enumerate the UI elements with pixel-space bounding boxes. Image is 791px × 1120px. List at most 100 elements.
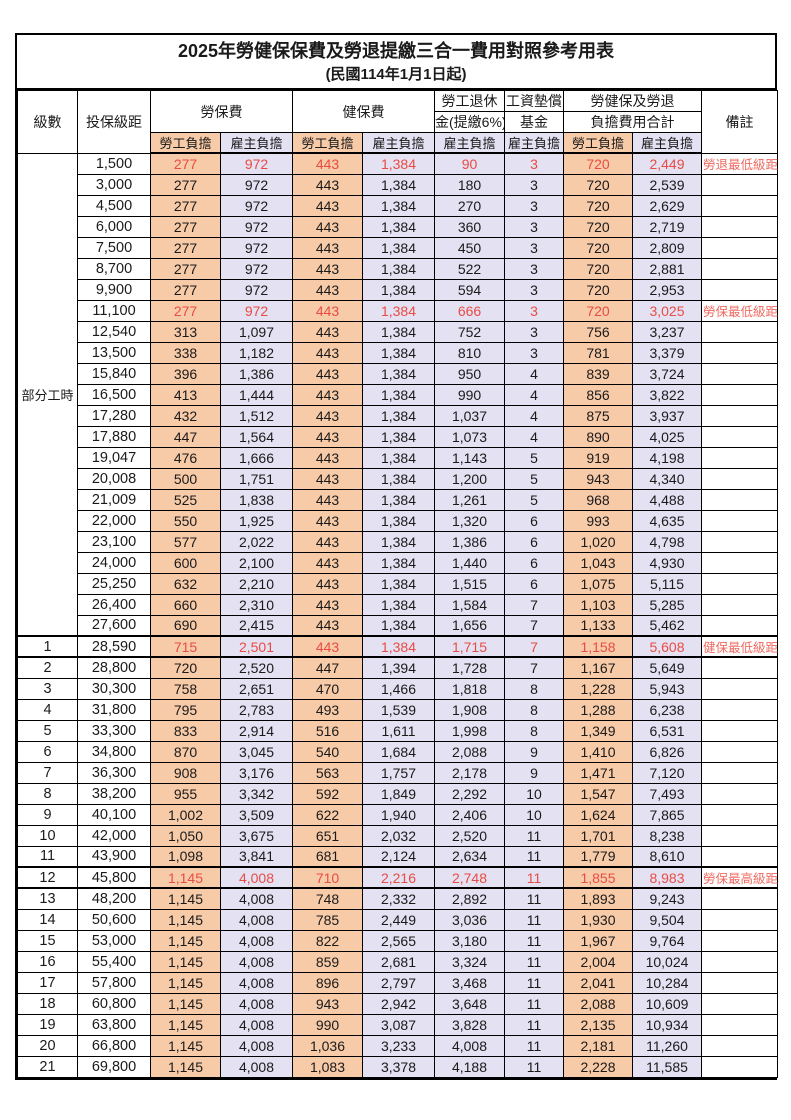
value-cell: 2,783 — [220, 698, 293, 721]
value-cell: 1,145 — [150, 887, 221, 910]
value-cell: 2,415 — [220, 614, 293, 637]
table-row: 9,900 277 972 443 1,384 594 3 720 2,953 — [18, 278, 778, 301]
value-cell: 1,386 — [434, 530, 505, 553]
note-cell — [701, 929, 778, 952]
value-cell: 2,135 — [563, 1013, 633, 1036]
table-row: 9 40,100 1,002 3,509 622 1,940 2,406 10 1,624 7,8… — [17, 803, 778, 826]
page-subtitle: (民國114年1月1日起) — [325, 66, 467, 83]
value-cell: 720 — [150, 656, 221, 679]
value-cell: 600 — [150, 551, 221, 574]
value-cell: 3,675 — [220, 824, 293, 847]
note-cell — [701, 908, 778, 931]
value-cell: 11 — [504, 887, 564, 910]
bracket-cell: 1,500 — [77, 152, 151, 175]
value-cell: 1,611 — [362, 719, 435, 742]
value-cell: 1,386 — [220, 362, 293, 385]
table-row: 19,047 476 1,666 443 1,384 1,143 5 919 4,198 — [18, 446, 778, 469]
value-cell: 3,237 — [632, 320, 702, 343]
note-cell — [701, 824, 778, 847]
value-cell: 7 — [504, 593, 564, 616]
value-cell: 2,565 — [362, 929, 435, 952]
note-cell — [701, 992, 778, 1015]
value-cell: 3 — [504, 320, 564, 343]
page-title: 2025年勞健保保費及勞退提繳三合一費用對照參考用表 — [177, 41, 615, 61]
value-cell: 9,243 — [632, 887, 702, 910]
value-cell: 4,340 — [632, 467, 702, 490]
note-cell — [701, 719, 778, 742]
value-cell: 11 — [504, 1055, 564, 1078]
value-cell: 715 — [150, 635, 221, 658]
value-cell: 720 — [563, 278, 633, 301]
value-cell: 810 — [434, 341, 505, 364]
value-cell: 1,940 — [362, 803, 435, 826]
value-cell: 9 — [504, 761, 564, 784]
level-cell: 4 — [17, 698, 78, 721]
table-row: 21,009 525 1,838 443 1,384 1,261 5 968 4,488 — [18, 488, 778, 511]
value-cell: 11 — [504, 866, 564, 889]
bracket-cell: 6,000 — [77, 215, 151, 238]
value-cell: 1,228 — [563, 677, 633, 700]
value-cell: 972 — [220, 299, 293, 322]
note-cell — [701, 509, 778, 532]
value-cell: 1,715 — [434, 635, 505, 658]
value-cell: 3,036 — [434, 908, 505, 931]
value-cell: 1,200 — [434, 467, 505, 490]
value-cell: 720 — [563, 173, 633, 196]
value-cell: 1,384 — [362, 425, 435, 448]
value-cell: 1,584 — [434, 593, 505, 616]
value-cell: 313 — [150, 320, 221, 343]
value-cell: 360 — [434, 215, 505, 238]
table-row: 6,000 277 972 443 1,384 360 3 720 2,719 — [18, 215, 778, 238]
table-row: 15 53,000 1,145 4,008 822 2,565 3,180 11 1,967 9,… — [17, 929, 778, 952]
note-cell — [701, 383, 778, 406]
value-cell: 1,384 — [362, 593, 435, 616]
value-cell: 8 — [504, 677, 564, 700]
level-cell: 20 — [17, 1034, 78, 1057]
value-cell: 3,648 — [434, 992, 505, 1015]
table-row: 6 34,800 870 3,045 540 1,684 2,088 9 1,410 6,826 — [17, 740, 778, 763]
value-cell: 2,041 — [563, 971, 633, 994]
bracket-cell: 60,800 — [77, 992, 151, 1015]
value-cell: 443 — [292, 278, 363, 301]
value-cell: 1,930 — [563, 908, 633, 931]
value-cell: 8 — [504, 698, 564, 721]
note-cell — [701, 782, 778, 805]
value-cell: 2,651 — [220, 677, 293, 700]
value-cell: 5 — [504, 446, 564, 469]
value-cell: 277 — [150, 299, 221, 322]
note-cell — [701, 320, 778, 343]
value-cell: 3 — [504, 299, 564, 322]
table-row: 13 48,200 1,145 4,008 748 2,332 2,892 11 1,893 9,… — [17, 887, 778, 910]
note-cell — [701, 341, 778, 364]
value-cell: 2,032 — [362, 824, 435, 847]
value-cell: 2,292 — [434, 782, 505, 805]
value-cell: 1,384 — [362, 299, 435, 322]
bracket-cell: 42,000 — [77, 824, 151, 847]
bracket-cell: 7,500 — [77, 236, 151, 259]
value-cell: 1,666 — [220, 446, 293, 469]
note-cell: 勞退最低級距 — [701, 152, 778, 175]
value-cell: 896 — [292, 971, 363, 994]
value-cell: 443 — [292, 635, 363, 658]
header-total-employer-share: 雇主負擔 — [632, 132, 702, 154]
header-wage-fund-employer-share: 雇主負擔 — [504, 132, 564, 154]
value-cell: 277 — [150, 173, 221, 196]
value-cell: 1,261 — [434, 488, 505, 511]
value-cell: 443 — [292, 446, 363, 469]
value-cell: 443 — [292, 299, 363, 322]
value-cell: 8,610 — [632, 845, 702, 868]
value-cell: 550 — [150, 509, 221, 532]
header-labor-employee-share: 勞工負擔 — [150, 132, 221, 154]
table-row: 18 60,800 1,145 4,008 943 2,942 3,648 11 2,088 10… — [17, 992, 778, 1015]
value-cell: 756 — [563, 320, 633, 343]
value-cell: 1,757 — [362, 761, 435, 784]
note-cell — [701, 971, 778, 994]
value-cell: 1,384 — [362, 467, 435, 490]
header-health-insurance: 健保費 — [292, 90, 435, 133]
value-cell: 1,384 — [362, 446, 435, 469]
value-cell: 443 — [292, 152, 363, 175]
bracket-cell: 4,500 — [77, 194, 151, 217]
value-cell: 758 — [150, 677, 221, 700]
note-cell — [701, 803, 778, 826]
table-row: 16,500 413 1,444 443 1,384 990 4 856 3,822 — [18, 383, 778, 406]
